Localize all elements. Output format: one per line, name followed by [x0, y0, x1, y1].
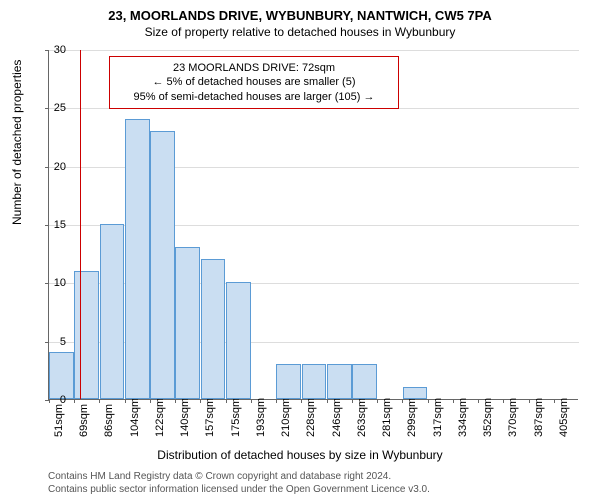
xtick-label: 299sqm — [406, 398, 418, 437]
histogram-bar — [403, 387, 428, 399]
histogram-bar — [302, 364, 327, 399]
ytick-mark — [45, 50, 49, 51]
ytick-label: 10 — [54, 277, 66, 289]
xtick-mark — [402, 399, 403, 403]
xtick-mark — [428, 399, 429, 403]
marker-line — [80, 50, 81, 399]
histogram-bar — [327, 364, 352, 399]
page-title-1: 23, MOORLANDS DRIVE, WYBUNBURY, NANTWICH… — [0, 0, 600, 23]
xtick-label: 263sqm — [356, 398, 368, 437]
annotation-line: ← 5% of detached houses are smaller (5) — [118, 75, 390, 89]
ytick-label: 5 — [60, 336, 66, 348]
xtick-label: 157sqm — [204, 398, 216, 437]
xtick-label: 281sqm — [381, 398, 393, 437]
chart-plot-area: 51sqm69sqm86sqm104sqm122sqm140sqm157sqm1… — [48, 50, 578, 400]
xtick-label: 228sqm — [305, 398, 317, 437]
xtick-mark — [226, 399, 227, 403]
footer-attribution: Contains HM Land Registry data © Crown c… — [48, 470, 430, 496]
footer-line-1: Contains HM Land Registry data © Crown c… — [48, 470, 430, 483]
xtick-mark — [554, 399, 555, 403]
xtick-mark — [478, 399, 479, 403]
xtick-mark — [49, 399, 50, 403]
xtick-label: 317sqm — [432, 398, 444, 437]
annotation-box: 23 MOORLANDS DRIVE: 72sqm← 5% of detache… — [109, 56, 399, 109]
xtick-mark — [251, 399, 252, 403]
plot-box: 51sqm69sqm86sqm104sqm122sqm140sqm157sqm1… — [48, 50, 578, 400]
histogram-bar — [276, 364, 301, 399]
ytick-mark — [45, 225, 49, 226]
ytick-label: 15 — [54, 219, 66, 231]
histogram-bar — [74, 271, 99, 399]
ytick-mark — [45, 283, 49, 284]
x-axis-label: Distribution of detached houses by size … — [0, 448, 600, 462]
xtick-label: 387sqm — [533, 398, 545, 437]
histogram-bar — [49, 352, 74, 399]
ytick-label: 0 — [60, 394, 66, 406]
xtick-label: 69sqm — [78, 404, 90, 437]
xtick-label: 122sqm — [154, 398, 166, 437]
xtick-mark — [125, 399, 126, 403]
xtick-mark — [453, 399, 454, 403]
xtick-mark — [175, 399, 176, 403]
ytick-label: 25 — [54, 102, 66, 114]
xtick-label: 352sqm — [482, 398, 494, 437]
xtick-label: 140sqm — [179, 398, 191, 437]
xtick-mark — [150, 399, 151, 403]
histogram-bar — [352, 364, 377, 399]
ytick-label: 30 — [54, 44, 66, 56]
xtick-label: 175sqm — [230, 398, 242, 437]
xtick-mark — [74, 399, 75, 403]
xtick-label: 334sqm — [457, 398, 469, 437]
annotation-line: 23 MOORLANDS DRIVE: 72sqm — [118, 61, 390, 75]
ytick-mark — [45, 342, 49, 343]
ytick-mark — [45, 108, 49, 109]
histogram-bar — [175, 247, 200, 399]
histogram-bar — [226, 282, 251, 399]
xtick-mark — [327, 399, 328, 403]
histogram-bar — [100, 224, 125, 399]
xtick-label: 210sqm — [280, 398, 292, 437]
y-axis-label: Number of detached properties — [10, 60, 24, 225]
xtick-mark — [301, 399, 302, 403]
xtick-label: 246sqm — [331, 398, 343, 437]
xtick-mark — [503, 399, 504, 403]
histogram-bar — [201, 259, 226, 399]
xtick-label: 193sqm — [255, 398, 267, 437]
xtick-label: 104sqm — [129, 398, 141, 437]
xtick-mark — [529, 399, 530, 403]
xtick-label: 51sqm — [53, 404, 65, 437]
xtick-mark — [99, 399, 100, 403]
gridline — [49, 50, 579, 51]
xtick-mark — [200, 399, 201, 403]
histogram-bar — [150, 131, 175, 399]
xtick-label: 405sqm — [558, 398, 570, 437]
xtick-label: 86sqm — [103, 404, 115, 437]
xtick-mark — [352, 399, 353, 403]
ytick-mark — [45, 167, 49, 168]
histogram-bar — [125, 119, 150, 399]
footer-line-2: Contains public sector information licen… — [48, 483, 430, 496]
xtick-mark — [276, 399, 277, 403]
page-title-2: Size of property relative to detached ho… — [0, 23, 600, 39]
ytick-label: 20 — [54, 161, 66, 173]
annotation-line: 95% of semi-detached houses are larger (… — [118, 90, 390, 104]
xtick-mark — [377, 399, 378, 403]
xtick-label: 370sqm — [507, 398, 519, 437]
